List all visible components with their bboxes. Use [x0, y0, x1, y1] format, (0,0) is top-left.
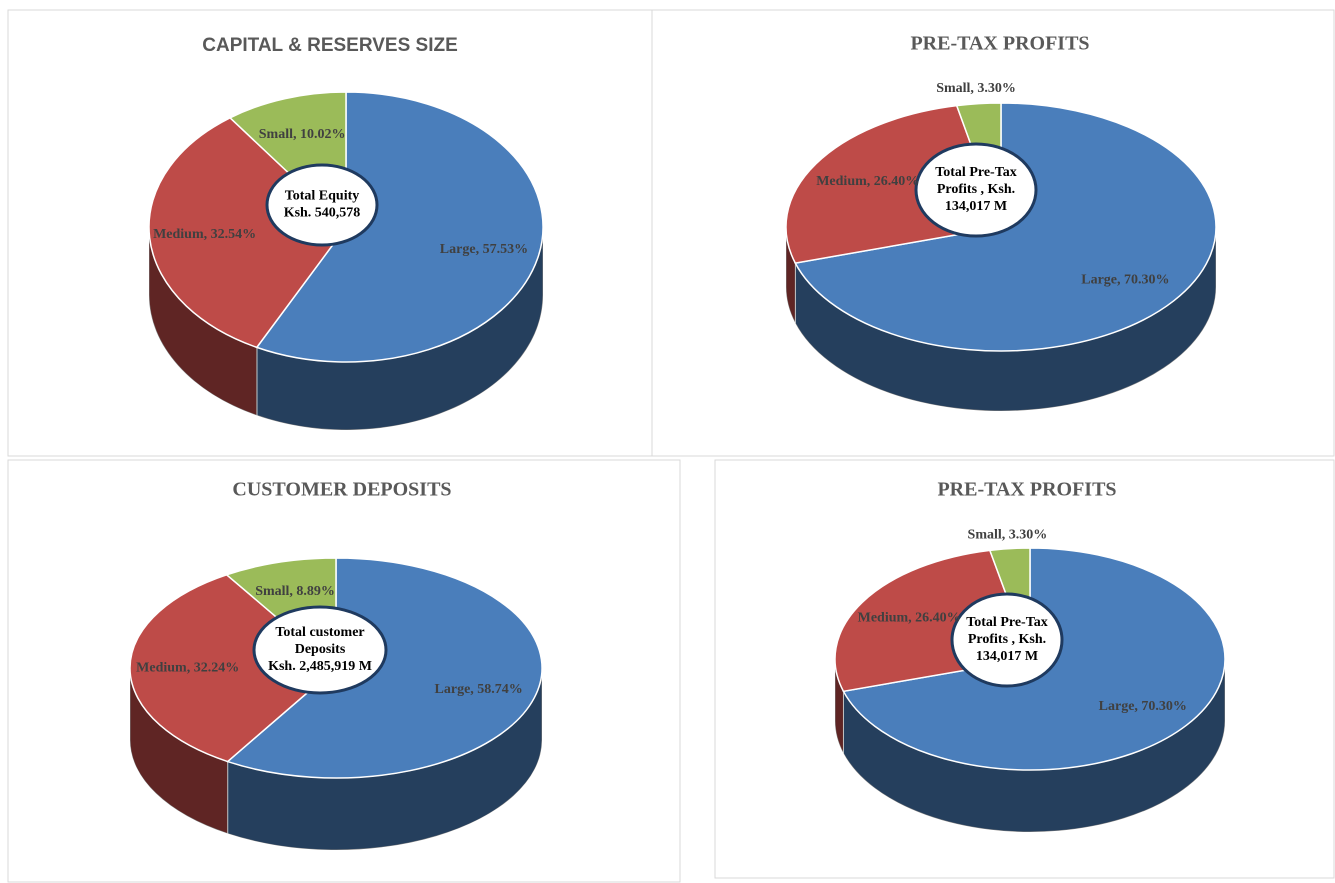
center-label: Ksh. 540,578: [284, 206, 361, 221]
data-label: Medium, 32.24%: [136, 660, 239, 675]
data-label: Large, 58.74%: [435, 682, 523, 697]
slice-side-shade: [843, 659, 1225, 833]
slice-side-shade: [786, 227, 796, 324]
slice: [148, 116, 347, 349]
center-hole: [914, 142, 1038, 238]
center-label: Ksh. 2,485,919 M: [268, 659, 372, 674]
center-label: Total Pre-Tax: [966, 615, 1048, 630]
data-label: Small, 8.89%: [255, 584, 335, 599]
chart-title: PRE-TAX PROFITS: [910, 33, 1089, 55]
panel: [651, 9, 1335, 457]
chart-title: CAPITAL & RESERVES SIZE: [202, 35, 458, 56]
center-label: Total Equity: [285, 189, 360, 204]
data-label: Medium, 26.40%: [816, 174, 919, 189]
slice-side-shade: [227, 668, 543, 850]
center-label: Profits , Ksh.: [937, 182, 1015, 197]
panel: [7, 459, 681, 883]
center-label: Deposits: [295, 642, 346, 657]
center-label: 134,017 M: [945, 199, 1007, 214]
slice: [226, 557, 543, 779]
center-hole: [252, 605, 388, 695]
data-label: Small, 3.30%: [936, 81, 1016, 96]
chart-title: CUSTOMER DEPOSITS: [232, 479, 451, 501]
slice-side-shade: [835, 659, 844, 754]
data-label: Medium, 26.40%: [858, 611, 961, 626]
center-label: Total Pre-Tax: [935, 165, 1017, 180]
data-label: Small, 3.30%: [968, 528, 1048, 543]
slice: [129, 573, 338, 763]
data-label: Medium, 32.54%: [153, 227, 256, 242]
panel: [714, 459, 1335, 879]
data-label: Small, 10.02%: [259, 127, 346, 142]
slice: [255, 91, 544, 363]
slice-side-shade: [256, 227, 543, 430]
data-label: Large, 70.30%: [1099, 699, 1187, 714]
center-label: Profits , Ksh.: [968, 632, 1046, 647]
data-label: Large, 57.53%: [440, 242, 528, 257]
chart-title: PRE-TAX PROFITS: [937, 479, 1116, 501]
data-label: Large, 70.30%: [1081, 272, 1169, 287]
center-hole: [950, 592, 1064, 688]
center-label: Total customer: [275, 625, 364, 640]
slice-side-shade: [149, 227, 257, 416]
slice-side-shade: [795, 227, 1216, 412]
center-label: 134,017 M: [976, 649, 1038, 664]
center-hole: [265, 163, 379, 247]
slice-side-shade: [130, 668, 228, 834]
